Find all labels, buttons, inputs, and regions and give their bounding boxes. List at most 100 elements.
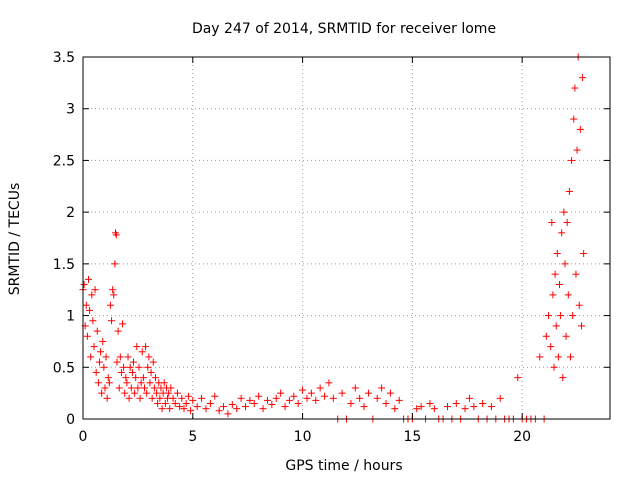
data-point [95, 358, 103, 366]
y-tick-label: 2.5 [53, 153, 75, 169]
x-tick-label: 15 [403, 429, 421, 445]
data-point [479, 399, 487, 407]
data-point [178, 394, 186, 402]
data-point [351, 384, 359, 392]
data-point [134, 384, 142, 392]
data-point [572, 270, 580, 278]
data-point [568, 156, 576, 164]
data-point [91, 286, 99, 294]
data-point [202, 405, 210, 413]
data-point [103, 394, 111, 402]
data-point [285, 396, 293, 404]
plot-frame [82, 56, 611, 420]
data-point [180, 405, 188, 413]
data-point [566, 353, 574, 361]
data-point [97, 348, 105, 356]
data-point [382, 399, 390, 407]
data-point [127, 384, 135, 392]
data-point [496, 394, 504, 402]
data-point [82, 301, 90, 309]
data-point [378, 384, 386, 392]
data-point [184, 392, 192, 400]
data-point [563, 218, 571, 226]
data-point [220, 403, 228, 411]
data-point [135, 363, 143, 371]
grid-lines [83, 57, 610, 419]
data-point [198, 394, 206, 402]
data-point [395, 396, 403, 404]
data-point [577, 322, 585, 330]
x-tick-label: 5 [188, 429, 197, 445]
data-point [444, 403, 452, 411]
data-point [121, 389, 129, 397]
data-point [558, 229, 566, 237]
data-point [167, 384, 175, 392]
data-point [571, 84, 579, 92]
data-point [173, 389, 181, 397]
data-point [277, 389, 285, 397]
y-tick-label: 1.5 [53, 257, 75, 273]
data-point [149, 358, 157, 366]
data-point [120, 363, 128, 371]
data-point [303, 394, 311, 402]
data-point [241, 403, 249, 411]
data-points [79, 53, 588, 423]
data-point [570, 115, 578, 123]
data-point [224, 410, 232, 418]
data-point [386, 389, 394, 397]
data-point [138, 348, 146, 356]
data-point [176, 403, 184, 411]
data-point [108, 317, 116, 325]
data-point [90, 343, 98, 351]
data-point [452, 399, 460, 407]
data-point [347, 399, 355, 407]
data-point [206, 399, 214, 407]
data-point [151, 374, 159, 382]
data-point [105, 379, 113, 387]
data-point [109, 286, 117, 294]
data-point [142, 343, 150, 351]
data-point [312, 396, 320, 404]
data-point [148, 394, 156, 402]
data-point [84, 275, 92, 283]
data-point [133, 343, 141, 351]
data-point [182, 399, 190, 407]
data-point [114, 327, 122, 335]
data-point [146, 379, 154, 387]
data-point [557, 312, 565, 320]
y-tick-label: 2 [66, 205, 75, 221]
data-point [514, 374, 522, 382]
data-point [281, 403, 289, 411]
data-point [153, 389, 161, 397]
y-axis-label: SRMTID / TECUs [7, 183, 23, 296]
data-point [171, 399, 179, 407]
data-point [87, 353, 95, 361]
data-point [110, 291, 118, 299]
data-point [329, 394, 337, 402]
data-point [169, 394, 177, 402]
data-point [99, 337, 107, 345]
data-point [80, 281, 88, 289]
data-point [250, 399, 258, 407]
data-point [307, 389, 315, 397]
data-point [294, 399, 302, 407]
data-point [147, 368, 155, 376]
x-tick-label: 20 [513, 429, 531, 445]
data-point [132, 374, 140, 382]
data-point [547, 343, 555, 351]
data-point [576, 125, 584, 133]
data-point [426, 399, 434, 407]
data-point [321, 392, 329, 400]
data-point [413, 405, 421, 413]
data-point [156, 394, 164, 402]
data-point [94, 379, 102, 387]
data-point [325, 379, 333, 387]
data-point [119, 320, 127, 328]
data-point [161, 399, 169, 407]
data-point [549, 291, 557, 299]
data-point [83, 332, 91, 340]
data-point [160, 379, 168, 387]
chart-title: Day 247 of 2014, SRMTID for receiver lom… [192, 21, 496, 37]
